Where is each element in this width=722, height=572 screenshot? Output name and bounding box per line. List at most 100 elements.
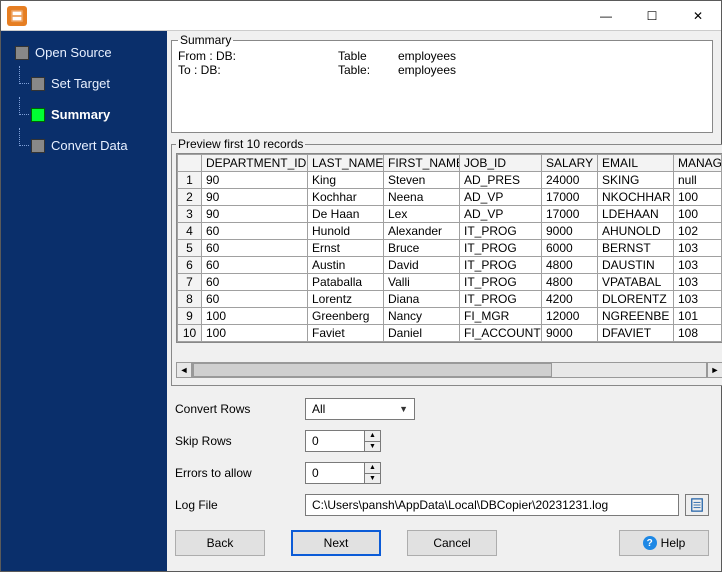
app-window: — ☐ ✕ Open Source Set Target Summary <box>0 0 722 572</box>
table-cell: 90 <box>202 189 308 206</box>
table-cell: 103 <box>674 257 722 274</box>
spin-up-icon[interactable]: ▲ <box>364 431 380 442</box>
log-file-input[interactable]: C:\Users\pansh\AppData\Local\DBCopier\20… <box>305 494 679 516</box>
minimize-button[interactable]: — <box>583 1 629 30</box>
table-cell: FI_ACCOUNT <box>460 325 542 342</box>
options-form: Convert Rows All ▼ Skip Rows 0 ▲▼ Errors… <box>171 390 713 520</box>
scroll-left-icon[interactable]: ◄ <box>176 362 192 378</box>
summary-legend: Summary <box>178 33 233 47</box>
horizontal-scrollbar[interactable]: ◄ ► <box>176 361 722 379</box>
table-cell: 60 <box>202 240 308 257</box>
preview-legend: Preview first 10 records <box>176 137 305 151</box>
step-summary[interactable]: Summary <box>1 105 167 124</box>
spin-up-icon[interactable]: ▲ <box>364 463 380 474</box>
table-row[interactable]: 760PataballaValliIT_PROG4800VPATABAL103 <box>178 274 722 291</box>
table-cell: IT_PROG <box>460 291 542 308</box>
table-cell: BERNST <box>598 240 674 257</box>
convert-rows-combo[interactable]: All ▼ <box>305 398 415 420</box>
table-cell: FI_MGR <box>460 308 542 325</box>
table-row[interactable]: 860LorentzDianaIT_PROG4200DLORENTZ103 <box>178 291 722 308</box>
table-cell: LDEHAAN <box>598 206 674 223</box>
table-row[interactable]: 390De HaanLexAD_VP17000LDEHAAN100 <box>178 206 722 223</box>
table-cell: 103 <box>674 240 722 257</box>
table-cell: 90 <box>202 172 308 189</box>
table-cell: Austin <box>308 257 384 274</box>
table-cell: AD_VP <box>460 189 542 206</box>
table-cell: Bruce <box>384 240 460 257</box>
maximize-button[interactable]: ☐ <box>629 1 675 30</box>
column-header[interactable]: DEPARTMENT_ID <box>202 155 308 172</box>
table-row[interactable]: 660AustinDavidIT_PROG4800DAUSTIN103 <box>178 257 722 274</box>
table-cell: 4800 <box>542 257 598 274</box>
column-header[interactable]: JOB_ID <box>460 155 542 172</box>
table-cell: AD_PRES <box>460 172 542 189</box>
row-number-cell: 5 <box>178 240 202 257</box>
table-row[interactable]: 190KingStevenAD_PRES24000SKINGnull <box>178 172 722 189</box>
spin-down-icon[interactable]: ▼ <box>364 474 380 484</box>
back-button[interactable]: Back <box>175 530 265 556</box>
table-row[interactable]: 460HunoldAlexanderIT_PROG9000AHUNOLD102 <box>178 223 722 240</box>
table-cell: VPATABAL <box>598 274 674 291</box>
table-cell: 4800 <box>542 274 598 291</box>
row-number-cell: 9 <box>178 308 202 325</box>
summary-to-label: To : DB: <box>178 63 338 77</box>
step-convert-data[interactable]: Convert Data <box>1 136 167 155</box>
scroll-thumb[interactable] <box>193 363 552 377</box>
table-cell: Faviet <box>308 325 384 342</box>
table-cell: 100 <box>202 325 308 342</box>
table-cell: 100 <box>674 189 722 206</box>
step-box-icon <box>15 46 29 60</box>
table-row[interactable]: 10100FavietDanielFI_ACCOUNT9000DFAVIET10… <box>178 325 722 342</box>
column-header[interactable]: EMAIL <box>598 155 674 172</box>
summary-from-label: From : DB: <box>178 49 338 63</box>
table-row[interactable]: 560ErnstBruceIT_PROG6000BERNST103 <box>178 240 722 257</box>
row-number-cell: 7 <box>178 274 202 291</box>
scroll-right-icon[interactable]: ► <box>707 362 722 378</box>
app-icon <box>7 6 27 26</box>
table-cell: Daniel <box>384 325 460 342</box>
skip-rows-spinner[interactable]: 0 ▲▼ <box>305 430 381 452</box>
preview-fieldset: Preview first 10 records DEPARTMENT_IDLA… <box>171 137 722 386</box>
log-file-value: C:\Users\pansh\AppData\Local\DBCopier\20… <box>312 498 608 512</box>
next-button[interactable]: Next <box>291 530 381 556</box>
table-cell: Greenberg <box>308 308 384 325</box>
table-cell: 101 <box>674 308 722 325</box>
table-cell: Lorentz <box>308 291 384 308</box>
table-cell: 100 <box>202 308 308 325</box>
row-number-cell: 10 <box>178 325 202 342</box>
row-number-cell: 8 <box>178 291 202 308</box>
step-open-source[interactable]: Open Source <box>1 43 167 62</box>
table-cell: IT_PROG <box>460 257 542 274</box>
scroll-track[interactable] <box>192 362 707 378</box>
close-button[interactable]: ✕ <box>675 1 721 30</box>
column-header[interactable]: SALARY <box>542 155 598 172</box>
table-row[interactable]: 290KochharNeenaAD_VP17000NKOCHHAR100 <box>178 189 722 206</box>
step-label: Convert Data <box>51 138 128 153</box>
table-cell: DFAVIET <box>598 325 674 342</box>
table-cell: Pataballa <box>308 274 384 291</box>
table-cell: 60 <box>202 291 308 308</box>
summary-to-table-label: Table: <box>338 63 398 77</box>
table-cell: 12000 <box>542 308 598 325</box>
table-cell: David <box>384 257 460 274</box>
browse-log-button[interactable] <box>685 494 709 516</box>
column-header[interactable]: MANAG <box>674 155 722 172</box>
spin-down-icon[interactable]: ▼ <box>364 442 380 452</box>
column-header[interactable]: FIRST_NAME <box>384 155 460 172</box>
cancel-button[interactable]: Cancel <box>407 530 497 556</box>
column-header[interactable]: LAST_NAME <box>308 155 384 172</box>
row-number-cell: 3 <box>178 206 202 223</box>
help-button[interactable]: ? Help <box>619 530 709 556</box>
table-row[interactable]: 9100GreenbergNancyFI_MGR12000NGREENBE101 <box>178 308 722 325</box>
errors-allow-spinner[interactable]: 0 ▲▼ <box>305 462 381 484</box>
errors-allow-value: 0 <box>312 466 319 480</box>
table-cell: 4200 <box>542 291 598 308</box>
summary-to-table-value: employees <box>398 63 456 77</box>
step-set-target[interactable]: Set Target <box>1 74 167 93</box>
row-number-header <box>178 155 202 172</box>
table-cell: 100 <box>674 206 722 223</box>
table-cell: Alexander <box>384 223 460 240</box>
wizard-button-bar: Back Next Cancel ? Help <box>171 524 713 556</box>
table-cell: DAUSTIN <box>598 257 674 274</box>
document-icon <box>690 498 704 512</box>
